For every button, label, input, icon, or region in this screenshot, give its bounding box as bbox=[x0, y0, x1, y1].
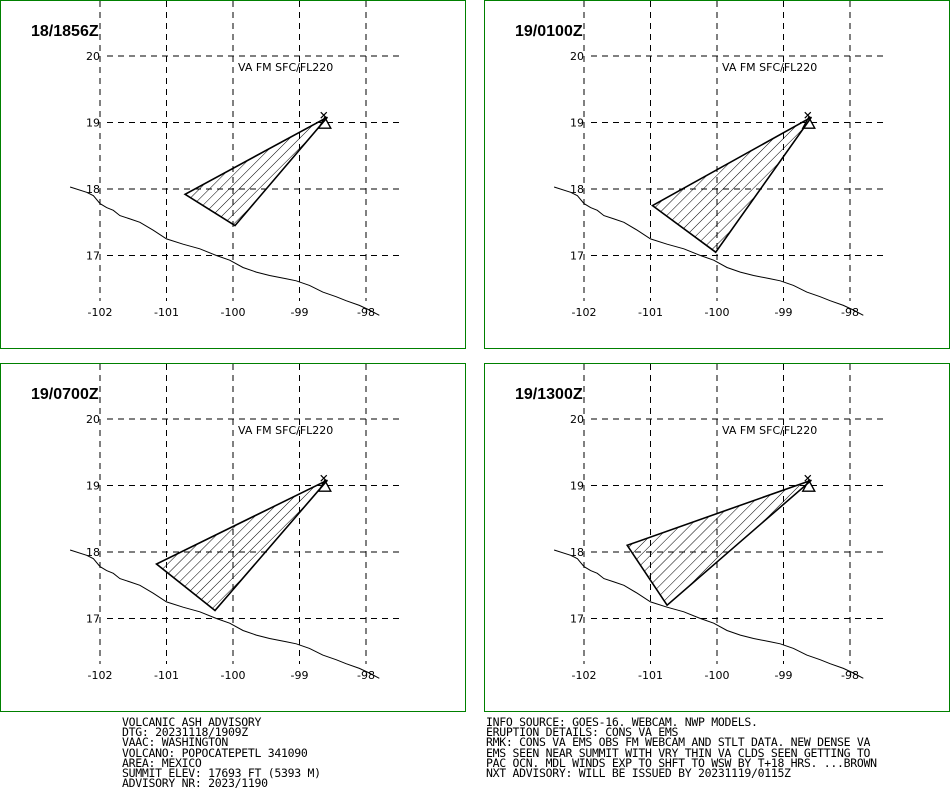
lon-tick-label: -99 bbox=[291, 669, 309, 682]
lon-tick-label: -100 bbox=[705, 306, 730, 319]
forecast-time-label: 19/0700Z bbox=[31, 386, 99, 403]
ash-layer-label: VA FM SFC/FL220 bbox=[238, 424, 333, 437]
lon-tick-label: -101 bbox=[638, 306, 663, 319]
lon-tick-label: -99 bbox=[291, 306, 309, 319]
advisory-line: VOLCANO: POPOCATEPETL 341090 bbox=[122, 745, 308, 760]
lon-tick-label: -99 bbox=[775, 306, 793, 319]
advisory-remarks-text: INFO SOURCE: GOES-16. WEBCAM. NWP MODELS… bbox=[486, 715, 877, 780]
lon-tick-label: -102 bbox=[572, 669, 597, 682]
map-svg: 17 18 19 20 -102 -101 -100 -99 -98 19/0100Z VA FM … bbox=[515, 1, 885, 319]
volcano-icon bbox=[317, 474, 332, 492]
lat-tick-label: 20 bbox=[86, 50, 100, 63]
forecast-panel-3: 17 18 19 20 -102 -101 -100 -99 -98 19/0700Z VA FM … bbox=[0, 363, 466, 712]
map-svg: 17 18 19 20 -102 -101 -100 -99 -98 19/0700Z VA FM … bbox=[31, 364, 401, 682]
lon-tick-label: -102 bbox=[88, 669, 113, 682]
lon-tick-label: -100 bbox=[221, 669, 246, 682]
forecast-panel-2: 17 18 19 20 -102 -101 -100 -99 -98 19/0100Z VA FM … bbox=[484, 0, 950, 349]
remark-line: PAC OCN. MDL WINDS EXP TO SHFT TO WSW BY… bbox=[486, 755, 877, 770]
lon-tick-label: -98 bbox=[841, 306, 859, 319]
remark-line: EMS SEEN NEAR SUMMIT WITH VRY THIN VA CL… bbox=[486, 745, 871, 760]
volcano-icon bbox=[317, 111, 332, 129]
forecast-time-label: 19/0100Z bbox=[515, 23, 583, 40]
ash-cloud-polygon bbox=[625, 479, 812, 607]
advisory-line: VAAC: WASHINGTON bbox=[122, 735, 228, 750]
advisory-line: ADVISORY NR: 2023/1190 bbox=[122, 776, 268, 791]
lat-tick-label: 19 bbox=[86, 117, 100, 130]
coastline bbox=[69, 186, 380, 316]
forecast-time-label: 18/1856Z bbox=[31, 23, 99, 40]
volcano-icon bbox=[801, 474, 816, 492]
advisory-line: DTG: 20231118/1909Z bbox=[122, 725, 248, 740]
lat-tick-label: 19 bbox=[570, 480, 584, 493]
lat-tick-label: 18 bbox=[86, 183, 100, 196]
coastline bbox=[553, 186, 864, 316]
map-svg: 17 18 19 20 -102 -101 -100 -99 -98 18/1856Z VA FM … bbox=[31, 1, 401, 319]
ash-layer-label: VA FM SFC/FL220 bbox=[238, 61, 333, 74]
map-svg: 17 18 19 20 -102 -101 -100 -99 -98 19/1300Z VA FM … bbox=[515, 364, 885, 682]
lon-tick-label: -102 bbox=[572, 306, 597, 319]
lon-tick-label: -98 bbox=[841, 669, 859, 682]
lon-tick-label: -102 bbox=[88, 306, 113, 319]
advisory-line: AREA: MEXICO bbox=[122, 755, 202, 770]
lat-tick-label: 17 bbox=[570, 250, 584, 263]
coastline bbox=[69, 549, 380, 679]
forecast-panel-4: 17 18 19 20 -102 -101 -100 -99 -98 19/1300Z VA FM … bbox=[484, 363, 950, 712]
lat-tick-label: 17 bbox=[86, 613, 100, 626]
lat-tick-label: 20 bbox=[570, 413, 584, 426]
lat-tick-label: 19 bbox=[86, 480, 100, 493]
lat-tick-label: 20 bbox=[570, 50, 584, 63]
remark-line: NXT ADVISORY: WILL BE ISSUED BY 20231119… bbox=[486, 765, 791, 780]
advisory-line: VOLCANIC ASH ADVISORY bbox=[122, 715, 262, 729]
lat-tick-label: 20 bbox=[86, 413, 100, 426]
forecast-panel-1: 17 18 19 20 -102 -101 -100 -99 -98 18/1856Z VA FM … bbox=[0, 0, 466, 349]
remark-line: INFO SOURCE: GOES-16. WEBCAM. NWP MODELS… bbox=[486, 715, 758, 729]
ash-layer-label: VA FM SFC/FL220 bbox=[722, 424, 817, 437]
advisory-line: SUMMIT ELEV: 17693 FT (5393 M) bbox=[122, 765, 321, 780]
lon-tick-label: -101 bbox=[154, 669, 179, 682]
ash-layer-label: VA FM SFC/FL220 bbox=[722, 61, 817, 74]
lon-tick-label: -100 bbox=[221, 306, 246, 319]
lon-tick-label: -101 bbox=[154, 306, 179, 319]
ash-cloud-polygon bbox=[183, 116, 329, 227]
remark-line: ERUPTION DETAILS: CONS VA EMS bbox=[486, 725, 679, 740]
lon-tick-label: -101 bbox=[638, 669, 663, 682]
coastline bbox=[553, 549, 864, 679]
lon-tick-label: -99 bbox=[775, 669, 793, 682]
remark-line: RMK: CONS VA EMS OBS FM WEBCAM AND STLT … bbox=[486, 735, 871, 750]
lon-tick-label: -98 bbox=[357, 669, 375, 682]
advisory-header-text: VOLCANIC ASH ADVISORY DTG: 20231118/1909Z… bbox=[122, 715, 321, 791]
volcano-icon bbox=[801, 111, 816, 129]
ash-cloud-polygon bbox=[651, 116, 813, 254]
ash-cloud-polygon bbox=[155, 479, 329, 612]
lat-tick-label: 19 bbox=[570, 117, 584, 130]
lat-tick-label: 18 bbox=[86, 546, 100, 559]
lat-tick-label: 18 bbox=[570, 546, 584, 559]
forecast-time-label: 19/1300Z bbox=[515, 386, 583, 403]
lat-tick-label: 17 bbox=[86, 250, 100, 263]
lat-tick-label: 18 bbox=[570, 183, 584, 196]
lon-tick-label: -100 bbox=[705, 669, 730, 682]
lon-tick-label: -98 bbox=[357, 306, 375, 319]
lat-tick-label: 17 bbox=[570, 613, 584, 626]
